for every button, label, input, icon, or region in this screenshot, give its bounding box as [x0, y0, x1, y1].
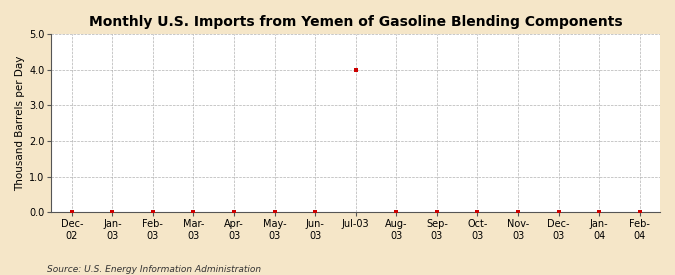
Text: Source: U.S. Energy Information Administration: Source: U.S. Energy Information Administ… [47, 265, 261, 274]
Y-axis label: Thousand Barrels per Day: Thousand Barrels per Day [15, 56, 25, 191]
Title: Monthly U.S. Imports from Yemen of Gasoline Blending Components: Monthly U.S. Imports from Yemen of Gasol… [89, 15, 622, 29]
